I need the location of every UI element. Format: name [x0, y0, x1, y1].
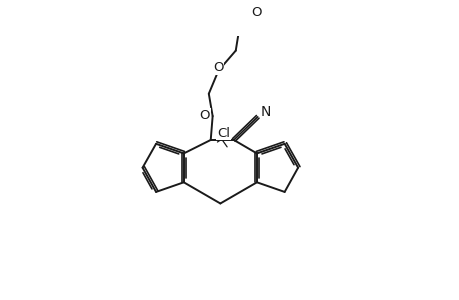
Text: Cl: Cl — [217, 127, 230, 140]
Text: N: N — [260, 105, 271, 119]
Text: O: O — [250, 6, 261, 20]
Text: O: O — [213, 61, 223, 74]
Text: O: O — [199, 109, 210, 122]
